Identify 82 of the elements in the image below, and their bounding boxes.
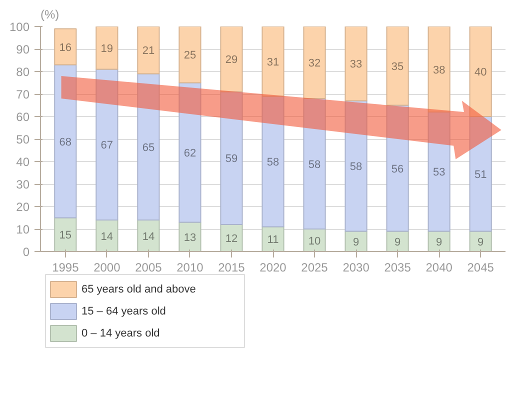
- data-label: 13: [184, 232, 196, 244]
- data-label: 33: [350, 58, 362, 71]
- bar: [386, 26, 409, 106]
- x-tick-label: 2010: [176, 260, 204, 274]
- legend-label: 65 years old and above: [82, 284, 196, 296]
- x-tick-label: 2005: [135, 260, 162, 274]
- bar: [303, 98, 326, 230]
- bar: [96, 220, 118, 252]
- bar: [262, 26, 284, 97]
- y-tick-label: 100: [9, 20, 30, 34]
- data-label: 58: [350, 161, 362, 173]
- bar: [178, 82, 202, 223]
- bar: [137, 73, 160, 220]
- data-label: 9: [394, 236, 401, 248]
- data-label: 51: [474, 168, 487, 181]
- y-tick-label: 50: [16, 132, 30, 146]
- bar: [262, 96, 284, 228]
- y-tick-label: 0: [22, 245, 30, 259]
- data-label: 14: [100, 230, 114, 243]
- data-label: 16: [59, 42, 72, 54]
- data-label: 12: [225, 233, 238, 245]
- x-tick-label: 2030: [342, 260, 370, 274]
- y-tick-label: 10: [16, 222, 30, 236]
- bar: [96, 68, 118, 220]
- data-label: 15: [59, 230, 72, 242]
- data-label: 9: [436, 236, 442, 248]
- data-label: 14: [142, 230, 155, 243]
- data-label: 56: [391, 163, 404, 176]
- y-tick-label: 20: [16, 200, 30, 214]
- data-label: 10: [308, 235, 321, 248]
- bar: [344, 100, 368, 232]
- y-tick-label: 80: [16, 65, 30, 79]
- data-label: 31: [266, 56, 280, 68]
- bar: [137, 26, 160, 74]
- data-label: 29: [225, 54, 238, 66]
- data-label: 59: [225, 153, 238, 166]
- data-label: 35: [391, 60, 404, 73]
- bar: [428, 112, 450, 232]
- data-label: 19: [100, 42, 114, 55]
- bar: [469, 26, 492, 117]
- data-label: 11: [267, 234, 279, 246]
- data-label: 9: [478, 236, 484, 248]
- data-label: 21: [142, 45, 155, 58]
- bar: [54, 28, 77, 66]
- x-tick-label: 2015: [218, 260, 246, 274]
- y-tick-label: 30: [16, 178, 30, 192]
- bar: [54, 64, 77, 218]
- data-label: 58: [266, 156, 280, 168]
- data-label: 9: [352, 236, 360, 248]
- x-tick-label: 2020: [260, 260, 287, 274]
- legend-label: 0 – 14 years old: [82, 328, 160, 340]
- data-label: 68: [59, 136, 72, 148]
- x-tick-label: 2035: [384, 260, 412, 274]
- y-tick-label: 40: [16, 155, 30, 169]
- bar: [220, 26, 243, 92]
- data-label: 38: [432, 64, 446, 76]
- y-tick-label: 70: [16, 88, 30, 102]
- y-tick-label: 60: [16, 110, 30, 124]
- bar: [220, 91, 243, 225]
- bar: [96, 26, 118, 70]
- x-tick-label: 2045: [467, 260, 494, 274]
- bar: [303, 26, 326, 99]
- data-label: 32: [308, 58, 321, 70]
- legend-label: 15 – 64 years old: [82, 306, 166, 318]
- data-label: 40: [474, 66, 487, 78]
- data-label: 25: [184, 50, 196, 62]
- x-tick-label: 2000: [94, 260, 121, 274]
- bar: [469, 116, 492, 232]
- y-axis-title: (%): [40, 8, 60, 22]
- x-tick-label: 2025: [301, 260, 328, 274]
- data-label: 65: [142, 142, 155, 154]
- bar: [344, 26, 368, 102]
- bar: [428, 26, 450, 112]
- data-label: 67: [100, 140, 114, 152]
- bar: [178, 26, 202, 84]
- data-label: 58: [308, 158, 321, 171]
- x-tick-label: 2040: [426, 260, 453, 274]
- y-tick-label: 90: [16, 42, 30, 56]
- x-tick-label: 1995: [52, 260, 80, 274]
- bar: [386, 104, 409, 232]
- data-label: 53: [432, 166, 446, 179]
- data-label: 62: [184, 148, 196, 160]
